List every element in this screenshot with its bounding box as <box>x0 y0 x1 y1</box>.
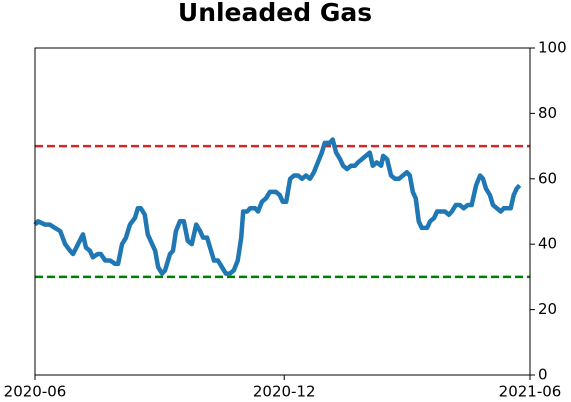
x-tick-label: 2020-06 <box>4 383 67 401</box>
data-line <box>33 137 522 276</box>
plot-frame <box>34 47 531 376</box>
y-tick-label: 20 <box>538 300 557 318</box>
x-tick-label: 2021-06 <box>499 383 562 401</box>
y-tick-label: 40 <box>538 235 557 253</box>
y-tick-label: 60 <box>538 169 557 187</box>
x-tick-label: 2020-12 <box>253 383 316 401</box>
y-tick-label: 100 <box>538 39 567 57</box>
chart-title: Unleaded Gas <box>178 0 372 27</box>
y-tick-label: 80 <box>538 104 557 122</box>
y-tick-label: 0 <box>538 366 548 384</box>
